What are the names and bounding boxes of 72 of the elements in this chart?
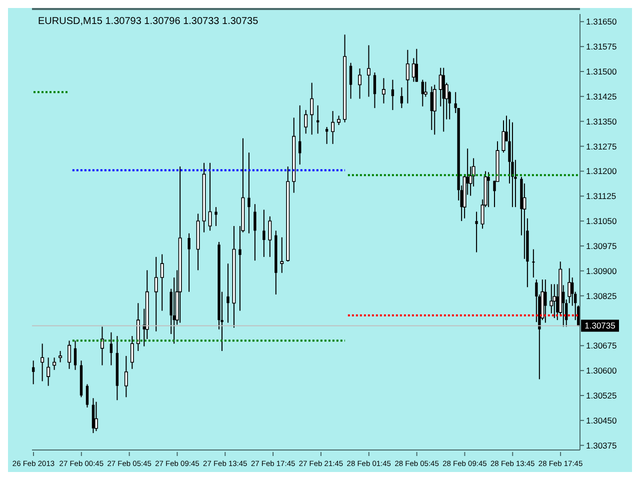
candlestick [40,343,44,382]
candlestick [511,122,514,208]
candlestick [172,277,176,344]
y-tick-label: 1.31125 [586,191,616,202]
y-tick-label: 1.31050 [586,216,617,226]
candlestick [475,211,478,253]
candlestick [160,254,164,312]
candlestick [487,172,490,208]
candlestick [208,162,212,232]
y-tick-label: 1.31200 [586,166,617,176]
candlestick [310,82,314,136]
candlestick [421,79,424,107]
candlestick [68,340,72,370]
y-tick-label: 1.31275 [586,141,617,152]
candlestick [331,110,335,144]
y-tick-label: 1.31650 [586,16,617,27]
candlestick [280,236,284,274]
y-tick-label: 1.30525 [586,390,617,401]
candlestick [442,67,445,132]
candlestick [94,401,98,432]
candlestick [86,384,89,408]
candlestick [248,152,250,234]
candlestick [136,302,140,352]
y-tick-label: 1.30975 [586,240,617,251]
candlestick [32,360,35,385]
candlestick [254,204,256,262]
candlestick [130,336,134,370]
chart-title: EURUSD,M15 1.30793 1.30796 1.30733 1.30735 [38,16,258,27]
candlestick [154,256,158,332]
candlestick [532,248,535,278]
y-tick-label: 1.31575 [586,42,617,52]
candlestick [262,209,266,258]
candlestick [337,115,341,126]
candlestick [382,78,386,104]
candlestick [268,216,272,258]
y-tick-label: 1.31500 [586,66,617,77]
candlestick [432,84,436,136]
candlestick [304,110,308,134]
y-tick-label: 1.30900 [586,266,617,276]
ref-line-label: 1.30735 [584,320,616,331]
candlestick [110,332,113,366]
candlestick [544,279,547,324]
candlestick [552,284,556,319]
candlestick [226,263,230,324]
candlestick [391,79,394,111]
y-tick-label: 1.30450 [586,415,617,426]
candlestick [92,398,95,434]
candlestick [373,72,376,109]
candlestick [568,268,572,304]
candlestick [366,44,370,98]
candlestick [358,68,362,100]
y-tick-label: 1.30600 [586,366,617,376]
candlestick [46,357,50,386]
candlestick [58,350,62,363]
y-tick-label: 1.30675 [586,340,617,351]
candlestick [349,62,352,100]
candlestick [188,232,190,292]
candlestick [415,48,418,82]
candlestick [502,120,506,154]
candlestick [214,206,218,227]
candlestick [316,104,320,134]
y-tick-label: 1.30825 [586,290,617,301]
y-tick-label: 1.31350 [586,116,617,126]
candlestick [400,86,404,109]
candlestick [52,357,56,370]
candlestick [124,355,128,398]
candlestick [74,340,77,370]
y-tick-label: 1.30375 [586,440,617,450]
y-tick-label: 1.31425 [586,91,617,102]
candlestick [550,284,554,314]
candlestick [430,86,433,130]
candlestick [406,49,410,104]
